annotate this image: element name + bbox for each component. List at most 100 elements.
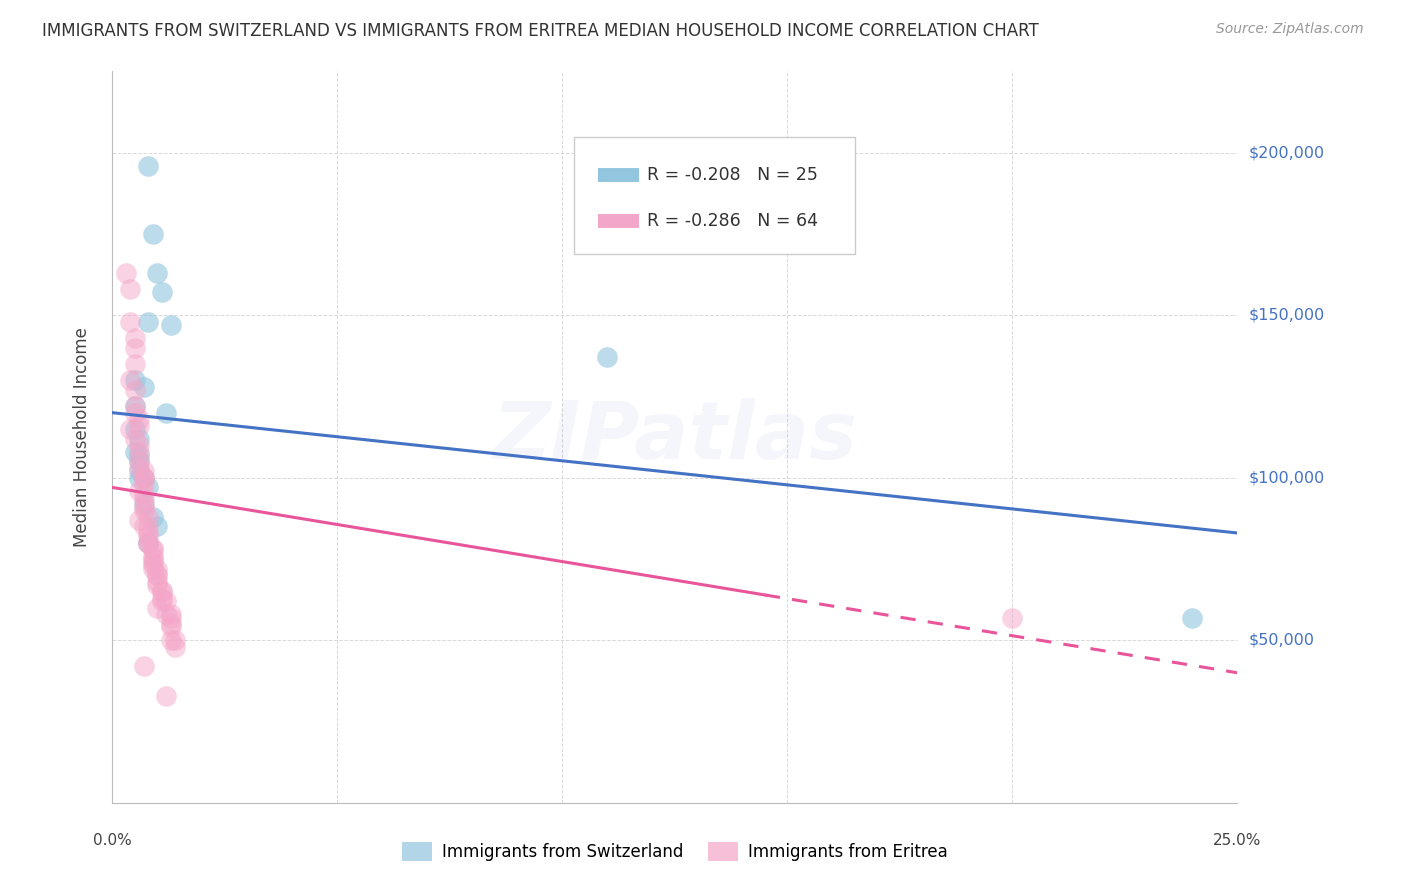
Point bbox=[160, 610, 183, 624]
Point bbox=[150, 584, 173, 599]
Point bbox=[146, 266, 169, 280]
Point bbox=[146, 562, 169, 576]
Point bbox=[128, 483, 150, 498]
Point bbox=[124, 331, 146, 345]
Point bbox=[150, 594, 173, 608]
Point bbox=[128, 412, 150, 426]
Point bbox=[142, 558, 165, 573]
Point bbox=[146, 568, 169, 582]
Point bbox=[124, 406, 146, 420]
Text: 0.0%: 0.0% bbox=[93, 833, 132, 848]
Point bbox=[138, 480, 160, 494]
Point bbox=[138, 526, 160, 541]
Point bbox=[128, 464, 150, 478]
Point bbox=[150, 584, 173, 599]
Point bbox=[124, 341, 146, 355]
Y-axis label: Median Household Income: Median Household Income bbox=[73, 327, 91, 547]
Point bbox=[138, 315, 160, 329]
Text: $100,000: $100,000 bbox=[1249, 470, 1324, 485]
Point bbox=[124, 373, 146, 387]
Point bbox=[132, 471, 155, 485]
Point bbox=[155, 406, 177, 420]
Point bbox=[160, 607, 183, 622]
Point bbox=[124, 399, 146, 413]
Point bbox=[146, 600, 169, 615]
Point bbox=[155, 607, 177, 622]
Point bbox=[132, 519, 155, 533]
Point bbox=[160, 620, 183, 634]
Point bbox=[160, 633, 183, 648]
Point bbox=[142, 509, 165, 524]
Point bbox=[142, 227, 165, 241]
Point bbox=[146, 519, 169, 533]
Point bbox=[128, 454, 150, 468]
Point bbox=[128, 432, 150, 446]
Point bbox=[120, 373, 142, 387]
Point bbox=[138, 529, 160, 543]
Point bbox=[160, 617, 183, 632]
Point bbox=[155, 689, 177, 703]
Point bbox=[150, 285, 173, 300]
Point bbox=[160, 318, 183, 332]
Point bbox=[142, 542, 165, 557]
Point bbox=[132, 497, 155, 511]
Text: $50,000: $50,000 bbox=[1249, 632, 1315, 648]
Point bbox=[138, 535, 160, 549]
Text: 25.0%: 25.0% bbox=[1213, 833, 1261, 848]
Point bbox=[132, 477, 155, 491]
Point bbox=[132, 380, 155, 394]
Point bbox=[155, 594, 177, 608]
Point bbox=[132, 500, 155, 514]
Point bbox=[124, 422, 146, 436]
Text: R = -0.208   N = 25: R = -0.208 N = 25 bbox=[647, 166, 818, 185]
Point bbox=[142, 542, 165, 557]
Text: $200,000: $200,000 bbox=[1249, 145, 1324, 161]
Point bbox=[128, 438, 150, 452]
Text: R = -0.286   N = 64: R = -0.286 N = 64 bbox=[647, 212, 818, 230]
Point bbox=[165, 640, 187, 654]
Point bbox=[128, 461, 150, 475]
FancyBboxPatch shape bbox=[574, 137, 855, 254]
Text: $150,000: $150,000 bbox=[1249, 308, 1324, 323]
Point bbox=[120, 315, 142, 329]
Point bbox=[146, 578, 169, 592]
Point bbox=[146, 574, 169, 589]
Point bbox=[132, 659, 155, 673]
Point bbox=[132, 503, 155, 517]
Point bbox=[1181, 610, 1204, 624]
Point bbox=[132, 471, 155, 485]
Point bbox=[138, 509, 160, 524]
Point bbox=[142, 555, 165, 569]
Point bbox=[124, 432, 146, 446]
Point bbox=[138, 535, 160, 549]
Point bbox=[128, 444, 150, 458]
Point bbox=[146, 568, 169, 582]
Point bbox=[132, 471, 155, 485]
Text: ZIPatlas: ZIPatlas bbox=[492, 398, 858, 476]
Point bbox=[124, 383, 146, 397]
Point bbox=[128, 513, 150, 527]
Text: IMMIGRANTS FROM SWITZERLAND VS IMMIGRANTS FROM ERITREA MEDIAN HOUSEHOLD INCOME C: IMMIGRANTS FROM SWITZERLAND VS IMMIGRANT… bbox=[42, 22, 1039, 40]
Point bbox=[138, 519, 160, 533]
Point bbox=[165, 633, 187, 648]
Point bbox=[128, 418, 150, 433]
Point bbox=[128, 454, 150, 468]
Point bbox=[120, 422, 142, 436]
Point bbox=[138, 535, 160, 549]
Point bbox=[128, 448, 150, 462]
Point bbox=[120, 282, 142, 296]
Point bbox=[132, 464, 155, 478]
Point bbox=[128, 471, 150, 485]
Point bbox=[124, 399, 146, 413]
Point bbox=[596, 351, 619, 365]
Point bbox=[1001, 610, 1024, 624]
Legend: Immigrants from Switzerland, Immigrants from Eritrea: Immigrants from Switzerland, Immigrants … bbox=[395, 835, 955, 868]
Text: Source: ZipAtlas.com: Source: ZipAtlas.com bbox=[1216, 22, 1364, 37]
Point bbox=[142, 562, 165, 576]
Point bbox=[150, 591, 173, 605]
Point bbox=[138, 159, 160, 173]
Point bbox=[142, 549, 165, 563]
Point bbox=[124, 444, 146, 458]
Point bbox=[124, 357, 146, 371]
Point bbox=[132, 493, 155, 508]
